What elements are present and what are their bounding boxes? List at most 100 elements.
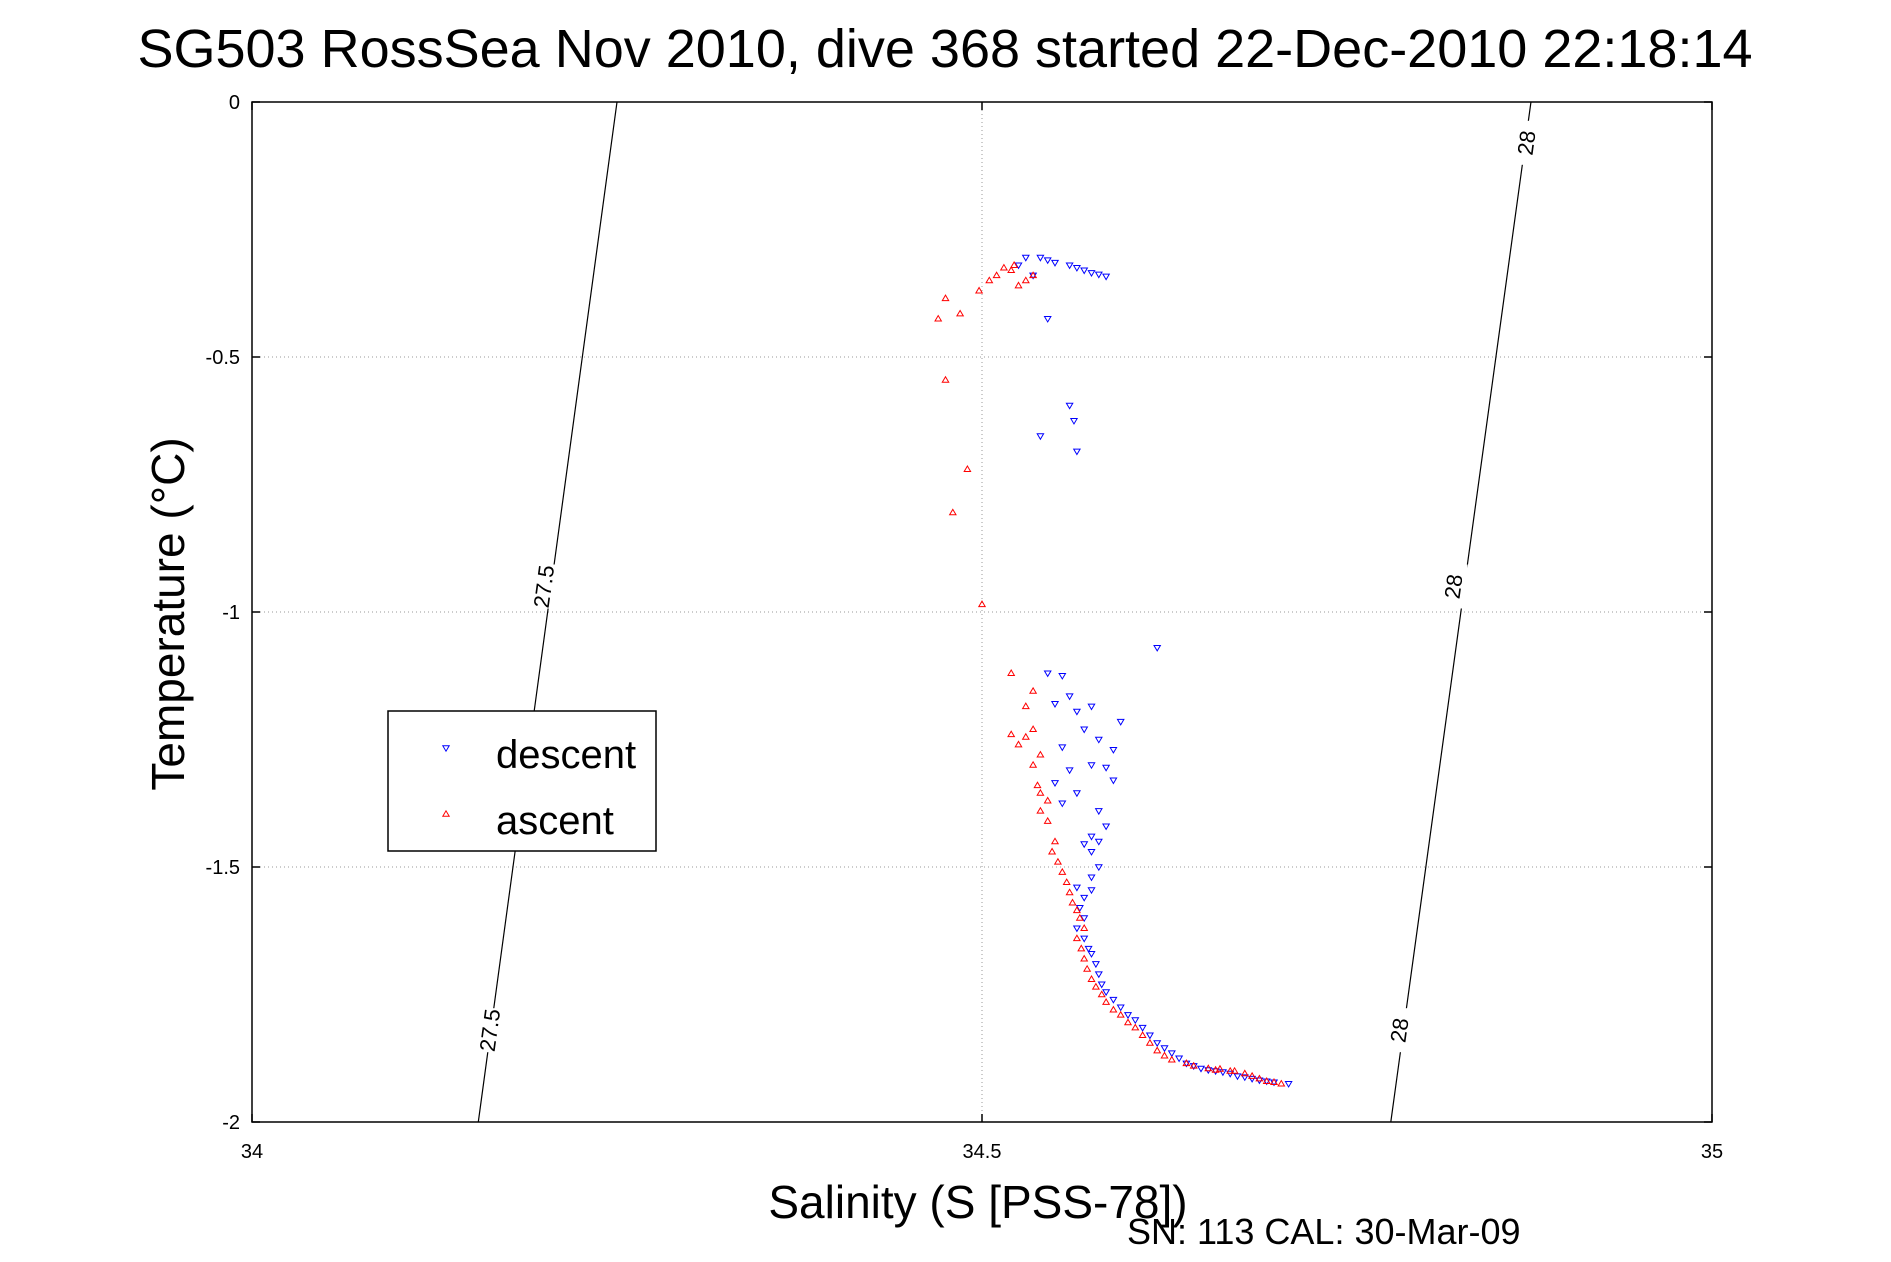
descent-point [1233, 1073, 1242, 1081]
y-tick-label: -2 [222, 1112, 240, 1134]
calibration-note: SN: 113 CAL: 30-Mar-09 [1127, 1211, 1521, 1252]
descent-point [1102, 273, 1111, 281]
ascent-point [1043, 796, 1052, 804]
descent-point [1014, 262, 1023, 270]
ascent-point [1029, 271, 1038, 279]
descent-point [1036, 433, 1045, 441]
ascent-point [1050, 837, 1060, 845]
ascent-point [1102, 997, 1111, 1005]
legend-box [387, 710, 657, 852]
isopycnal-label-bg [1512, 120, 1541, 165]
descent-point [1043, 670, 1052, 678]
descent-point [1102, 823, 1111, 831]
ascent-point [1123, 1018, 1133, 1026]
ascent-point [1230, 1066, 1239, 1074]
data-points [934, 254, 1293, 1088]
ascent-point [1167, 1055, 1176, 1063]
ascent-point [1053, 857, 1062, 865]
ascent-point [1036, 806, 1045, 814]
descent-point [1043, 257, 1052, 265]
ascent-point [1080, 924, 1089, 931]
ascent-point [1007, 730, 1016, 738]
descent-point [1058, 800, 1067, 808]
plot-area: 27.5 27.5 28 28 28 34 34.5 35 0 -0.5 -1 -1.5 -2 [206, 92, 1724, 1163]
isopycnal-label: 27.5 [529, 564, 560, 610]
ascent-point [999, 263, 1008, 271]
ascent-point [1021, 702, 1030, 710]
legend: descent ascent [387, 710, 657, 852]
legend-ascent-label: ascent [496, 799, 614, 843]
ascent-point [934, 314, 943, 322]
ascent-point [1058, 867, 1067, 875]
descent-point [1109, 777, 1118, 785]
legend-descent-label: descent [496, 733, 636, 777]
descent-point [1138, 1024, 1147, 1032]
isopycnal-label: 27.5 [475, 1007, 506, 1053]
x-axis-ticks: 34 34.5 35 [241, 102, 1723, 1163]
ascent-point [1007, 669, 1016, 676]
x-tick-label: 34 [241, 1141, 263, 1163]
descent-point [1145, 1032, 1154, 1040]
x-tick-label: 35 [1701, 1141, 1723, 1163]
descent-point [1072, 925, 1081, 933]
legend-ascent-marker [441, 809, 451, 817]
ascent-point [1145, 1038, 1154, 1046]
ascent-point [1087, 975, 1096, 982]
isopycnal-label: 28 [1440, 573, 1468, 601]
descent-point [1080, 935, 1089, 943]
ascent-point [1021, 276, 1030, 284]
descent-point [1087, 950, 1096, 958]
ascent-point [956, 309, 965, 317]
ascent-point [1215, 1064, 1225, 1072]
descent-series [1014, 254, 1293, 1088]
isopycnal-contours: 27.5 27.5 28 28 28 [475, 101, 1541, 1123]
descent-point [1065, 693, 1074, 701]
y-axis-ticks: 0 -0.5 -1 -1.5 -2 [206, 92, 1712, 1134]
descent-point [1116, 718, 1125, 726]
descent-point [1167, 1050, 1176, 1058]
descent-point [1094, 271, 1103, 279]
isopycnal-label-bg [475, 1008, 504, 1053]
ascent-point [1277, 1079, 1286, 1087]
x-tick-label: 34.5 [963, 1141, 1002, 1163]
ascent-point [1014, 281, 1023, 289]
descent-point [1094, 736, 1103, 744]
ascent-point [1109, 1005, 1118, 1013]
descent-point [1080, 841, 1089, 849]
ascent-point [941, 375, 950, 383]
descent-point [1097, 981, 1106, 989]
ascent-point [1014, 740, 1023, 748]
descent-point [1072, 265, 1081, 272]
x-axis-label: Salinity (S [PSS-78]) [768, 1176, 1187, 1228]
ascent-series [934, 261, 1286, 1087]
descent-point [1240, 1074, 1249, 1082]
ascent-point [1065, 888, 1074, 896]
ascent-point [1077, 944, 1086, 952]
y-tick-label: -0.5 [206, 347, 240, 369]
descent-point [1087, 833, 1096, 841]
descent-point [1102, 989, 1111, 997]
descent-point [1065, 767, 1074, 775]
descent-point [1091, 961, 1100, 969]
ascent-point [1240, 1069, 1249, 1077]
isopycnal-label-bg [1385, 1008, 1414, 1053]
ascent-point [948, 508, 957, 516]
descent-point [1102, 764, 1111, 772]
ascent-point [1021, 732, 1030, 740]
descent-point [1116, 1004, 1125, 1012]
isopycnal-label-bg [530, 564, 558, 609]
descent-point [1087, 848, 1096, 856]
descent-point [1094, 971, 1103, 979]
descent-point [1084, 945, 1093, 953]
descent-point [1153, 644, 1162, 652]
ascent-point [1204, 1064, 1213, 1072]
y-tick-label: 0 [229, 92, 240, 114]
descent-point [1065, 402, 1074, 410]
descent-point [1072, 708, 1081, 716]
descent-point [1248, 1075, 1257, 1083]
descent-point [1080, 915, 1089, 923]
descent-point [1087, 887, 1096, 895]
legend-descent-marker [441, 745, 451, 753]
ascent-point [1138, 1031, 1147, 1039]
ascent-point [1072, 906, 1081, 914]
